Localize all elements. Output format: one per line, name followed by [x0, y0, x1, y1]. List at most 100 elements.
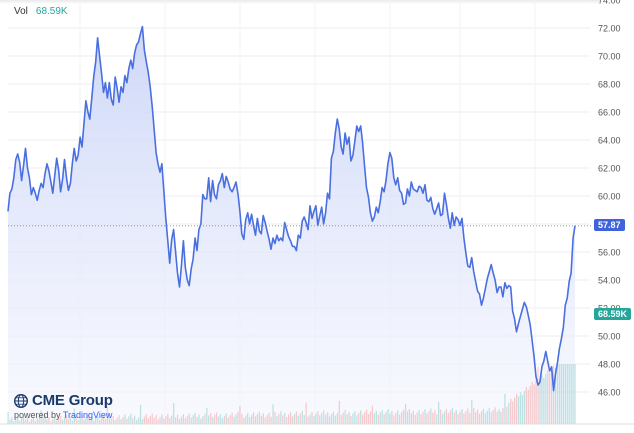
- volume-bar: [178, 418, 181, 424]
- volume-bar: [213, 414, 216, 424]
- volume-bar: [161, 414, 163, 424]
- y-tick-label: 54.00: [598, 276, 621, 286]
- volume-bar: [475, 411, 477, 424]
- volume-bar: [169, 417, 171, 424]
- volume-bar: [533, 384, 535, 424]
- volume-bar: [513, 397, 516, 424]
- volume-bar: [529, 385, 531, 424]
- volume-bar: [399, 414, 401, 424]
- volume-bar: [535, 380, 537, 424]
- powered-by-label: powered by: [14, 410, 61, 420]
- volume-bar: [112, 415, 114, 424]
- volume-bar: [311, 411, 313, 424]
- volume-bar: [274, 411, 276, 424]
- volume-bar: [375, 410, 377, 424]
- volume-bar: [250, 414, 253, 424]
- volume-bar: [566, 364, 568, 424]
- volume-bar: [106, 406, 109, 424]
- y-tick-label: 62.00: [598, 164, 621, 174]
- volume-bar: [42, 417, 44, 424]
- volume-bar: [102, 414, 105, 424]
- volume-legend-label: Vol: [14, 6, 28, 17]
- y-tick-label: 60.00: [598, 192, 621, 202]
- volume-bar: [52, 418, 54, 424]
- powered-by: powered by TradingView: [14, 410, 113, 420]
- volume-bar: [100, 417, 103, 424]
- volume-bar: [19, 420, 21, 424]
- volume-bar: [336, 413, 338, 424]
- volume-bar: [135, 419, 138, 424]
- volume-bar: [219, 414, 222, 424]
- volume-bar: [22, 415, 25, 424]
- volume-bar: [476, 409, 479, 424]
- volume-bar: [494, 407, 496, 424]
- logo-text: CME Group: [32, 392, 113, 409]
- volume-bar: [159, 416, 161, 424]
- volume-bar: [180, 416, 183, 424]
- volume-bar: [482, 408, 485, 424]
- volume-bar: [352, 413, 354, 424]
- volume-bar: [439, 409, 442, 424]
- volume-bar: [134, 415, 136, 424]
- volume-bar: [293, 413, 296, 424]
- volume-bar: [118, 415, 120, 424]
- volume-bar: [143, 416, 146, 424]
- volume-bar: [75, 416, 77, 424]
- volume-bar: [455, 409, 457, 424]
- volume-bar: [500, 411, 502, 424]
- volume-bar: [260, 415, 262, 424]
- volume-bar: [231, 412, 233, 424]
- volume-bar: [547, 370, 549, 424]
- volume-bar: [34, 420, 36, 424]
- last-price-tag: 57.87: [594, 218, 625, 231]
- volume-bar: [570, 364, 572, 424]
- volume-bar: [387, 409, 389, 424]
- price-line: [7, 25, 576, 392]
- volume-bar: [299, 413, 301, 424]
- volume-bar: [313, 416, 315, 424]
- volume-bar: [371, 405, 374, 424]
- volume-bar: [414, 414, 416, 424]
- y-tick-label: 46.00: [598, 388, 621, 398]
- volume-bar: [436, 414, 438, 424]
- volume-bar: [363, 412, 366, 424]
- y-tick-label: 64.00: [598, 136, 621, 146]
- volume-bar: [461, 409, 463, 424]
- volume-bar: [97, 415, 99, 424]
- volume-bar: [498, 409, 500, 424]
- volume-bar: [406, 411, 409, 424]
- volume-bar: [270, 416, 272, 424]
- volume-bar: [486, 410, 489, 424]
- volume-bar: [114, 420, 116, 424]
- y-tick-label: 74.00: [598, 0, 621, 6]
- volume-bar: [564, 364, 566, 424]
- volume-bar: [286, 417, 288, 424]
- volume-bar: [13, 421, 15, 424]
- volume-bar: [543, 378, 545, 424]
- volume-bar: [317, 411, 319, 424]
- volume-bar: [342, 412, 344, 424]
- volume-bar: [126, 418, 128, 424]
- volume-bar: [531, 381, 533, 424]
- volume-bar: [537, 366, 539, 424]
- volume-bar: [225, 413, 227, 424]
- volume-bar: [346, 414, 348, 424]
- volume-bar: [63, 417, 66, 424]
- volume-bar: [184, 418, 187, 424]
- y-tick-label: 72.00: [598, 24, 621, 34]
- volume-bar: [202, 416, 204, 424]
- volume-bar: [245, 415, 247, 424]
- tradingview-link[interactable]: TradingView: [62, 410, 113, 420]
- volume-bar: [237, 411, 239, 424]
- volume-bar: [400, 412, 403, 424]
- volume-bar: [451, 408, 453, 424]
- volume-bar: [568, 364, 570, 424]
- volume-bar: [215, 412, 218, 424]
- volume-bar: [558, 364, 561, 424]
- volume-bar: [362, 414, 364, 424]
- volume-bar: [278, 413, 280, 424]
- volume-bar: [424, 409, 426, 424]
- volume-bar: [309, 414, 311, 424]
- volume-bar: [145, 414, 148, 424]
